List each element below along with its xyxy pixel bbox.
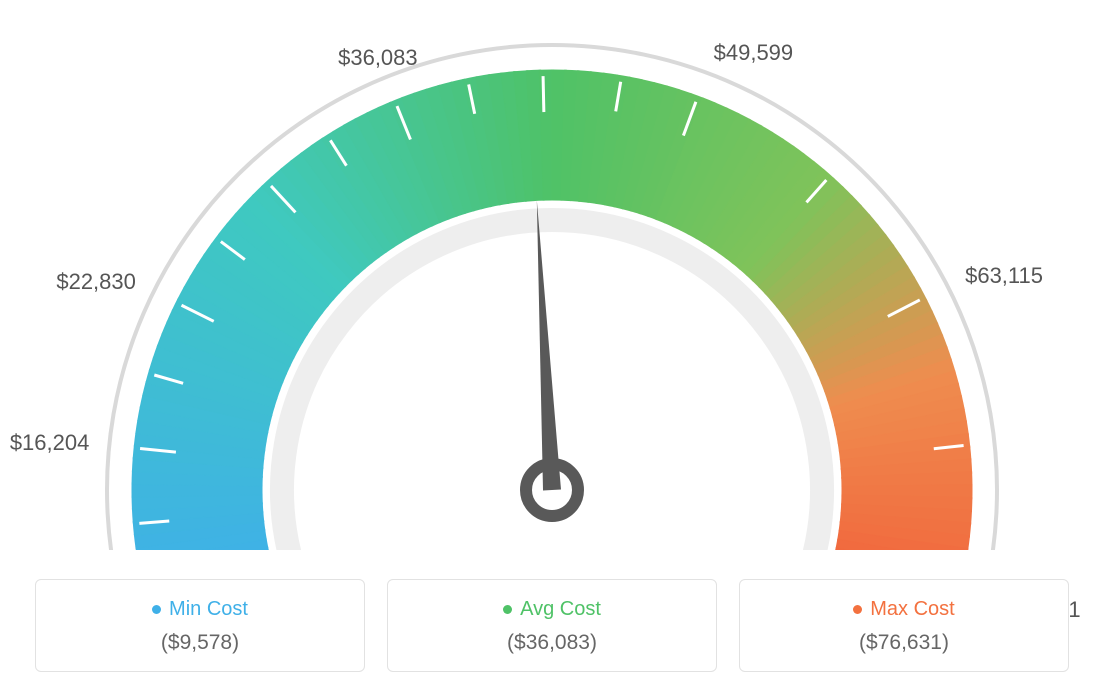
dot-min [152,605,161,614]
legend-value-min: ($9,578) [46,631,354,655]
legend-row: Min Cost ($9,578) Avg Cost ($36,083) Max… [0,579,1104,672]
gauge-svg [0,0,1104,550]
legend-title-avg: Avg Cost [398,598,706,621]
legend-value-avg: ($36,083) [398,631,706,655]
legend-title-min-text: Min Cost [169,598,248,621]
legend-title-max: Max Cost [750,598,1058,621]
gauge-tick-label: $49,599 [714,40,794,66]
legend-value-max: ($76,631) [750,631,1058,655]
dot-avg [503,605,512,614]
gauge-tick-label: $22,830 [56,269,136,295]
legend-title-max-text: Max Cost [870,598,954,621]
gauge-tick-label: $36,083 [338,45,418,71]
gauge-tick-label: $16,204 [10,430,90,456]
legend-card-max: Max Cost ($76,631) [739,579,1069,672]
dot-max [853,605,862,614]
legend-title-min: Min Cost [46,598,354,621]
legend-card-avg: Avg Cost ($36,083) [387,579,717,672]
gauge-tick-label: $63,115 [965,263,1043,289]
gauge-chart: $9,578$16,204$22,830$36,083$49,599$63,11… [0,0,1104,550]
legend-card-min: Min Cost ($9,578) [35,579,365,672]
legend-title-avg-text: Avg Cost [520,598,601,621]
